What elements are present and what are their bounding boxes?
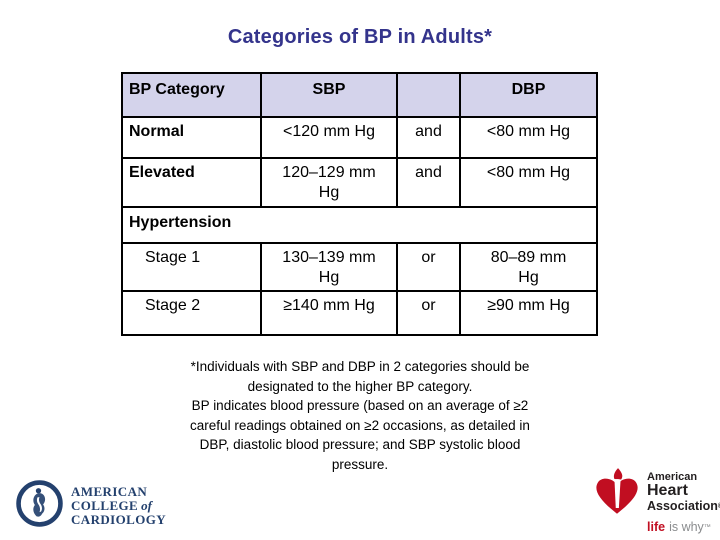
dbp-cell: <80 mm Hg [459,157,598,208]
acc-line-cardiology: CARDIOLOGY [71,512,167,527]
footnote-line: pressure. [331,456,389,472]
table-row-elevated: Elevated 120–129 mm Hg and <80 mm Hg [121,157,598,208]
column-header-bp-category: BP Category [121,72,262,118]
connector-cell: or [396,242,461,292]
footnote-line: designated to the higher BP category. [247,378,473,394]
aha-line-american: American [647,471,698,483]
sbp-cell: 130–139 mm Hg [260,242,398,292]
dbp-cell: 80–89 mm Hg [459,242,598,292]
aha-heart-torch-icon [590,466,644,534]
acc-wordmark: AMERICAN COLLEGE of CARDIOLOGY [71,485,166,527]
category-cell: Stage 1 [121,242,262,292]
table-header-row: BP Category SBP DBP [121,72,598,118]
table-row-normal: Normal <120 mm Hg and <80 mm Hg [121,116,598,159]
sbp-cell: ≥140 mm Hg [260,290,398,336]
category-cell: Stage 2 [121,290,262,336]
bp-category-table: BP Category SBP DBP Normal <120 mm Hg an… [121,72,598,336]
aha-line-heart: Heart [647,482,688,499]
dbp-cell: ≥90 mm Hg [459,290,598,336]
footnote-line: *Individuals with SBP and DBP in 2 categ… [190,359,530,374]
column-header-connector [396,72,461,118]
table-row-stage-1: Stage 1 130–139 mm Hg or 80–89 mm Hg [121,242,598,292]
connector-cell: and [396,157,461,208]
sbp-cell: <120 mm Hg [260,116,398,159]
category-cell: Normal [121,116,262,159]
footnote-line: careful readings obtained on ≥2 occasion… [190,417,530,433]
acc-logo: AMERICAN COLLEGE of CARDIOLOGY [16,480,166,532]
footnote-line: BP indicates blood pressure (based on an… [191,398,529,413]
category-cell: Hypertension [121,206,598,244]
dbp-cell: <80 mm Hg [459,116,598,159]
acc-line-american: AMERICAN [71,484,148,499]
acc-emblem-icon [16,480,63,532]
table-row-stage-2: Stage 2 ≥140 mm Hg or ≥90 mm Hg [121,290,598,336]
aha-tagline: life is why™ [647,520,711,534]
registered-mark: ® [718,503,720,510]
connector-cell: or [396,290,461,336]
footnote-line: DBP, diastolic blood pressure; and SBP s… [199,437,521,452]
category-cell: Elevated [121,157,262,208]
aha-line-association: Association® [647,499,720,514]
column-header-dbp: DBP [459,72,598,118]
acc-line-college-of: COLLEGE of [71,498,152,513]
column-header-sbp: SBP [260,72,398,118]
trademark-mark: ™ [703,524,711,531]
connector-cell: and [396,116,461,159]
sbp-cell: 120–129 mm Hg [260,157,398,208]
table-row-hypertension: Hypertension [121,206,598,244]
page-title: Categories of BP in Adults* [227,26,493,48]
footnote: *Individuals with SBP and DBP in 2 categ… [80,357,640,474]
